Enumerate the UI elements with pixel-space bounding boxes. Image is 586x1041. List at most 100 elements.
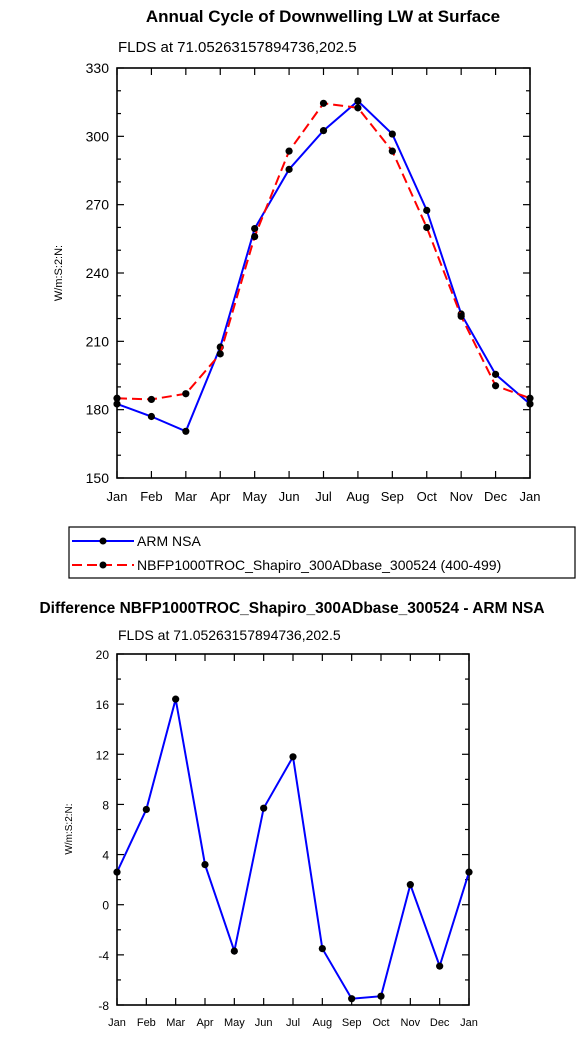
chart2-xtick-label: Mar bbox=[166, 1017, 185, 1029]
chart2-title: Difference NBFP1000TROC_Shapiro_300ADbas… bbox=[39, 600, 544, 617]
legend-label-arm: ARM NSA bbox=[137, 533, 201, 549]
chart2-xtick-label: Jan bbox=[108, 1017, 126, 1029]
chart2-frame bbox=[116, 653, 470, 1006]
chart1-xtick-label: Jan bbox=[107, 489, 128, 504]
chart2-subtitle: FLDS at 71.05263157894736,202.5 bbox=[118, 627, 341, 643]
legend-label-model: NBFP1000TROC_Shapiro_300ADbase_300524 (4… bbox=[137, 557, 501, 573]
chart1-series-0-point bbox=[526, 400, 534, 408]
chart1-series-1-point bbox=[457, 312, 465, 320]
chart2-series-layer bbox=[113, 695, 473, 1003]
chart1-xtick-label: Sep bbox=[381, 489, 404, 504]
legend-box bbox=[68, 526, 576, 579]
chart1-series-0-point bbox=[423, 206, 431, 214]
chart1-ylabel: W/m:S:2:N: bbox=[53, 245, 65, 301]
chart2-ylabel: W/m:S:2:N: bbox=[64, 803, 75, 854]
chart1-axes: 150 180 210 240 270 300 330 Jan Feb Mar Apr May Jun J… bbox=[86, 60, 541, 504]
chart1-ytick-label: 210 bbox=[86, 333, 110, 349]
chart2-xtick-label: Jan bbox=[460, 1017, 478, 1029]
chart1-series-1-point bbox=[491, 382, 500, 390]
chart1-ytick-label: 330 bbox=[86, 60, 110, 76]
chart1-ytick-label: 150 bbox=[86, 470, 110, 486]
chart1-ytick-label: 240 bbox=[86, 265, 110, 281]
chart2-ytick-label: 8 bbox=[102, 798, 109, 812]
chart1-series-line-1 bbox=[116, 102, 531, 401]
chart2-series-0-point bbox=[260, 804, 268, 812]
chart1-xtick-label: Mar bbox=[175, 489, 198, 504]
chart2-xtick-label: Sep bbox=[342, 1017, 362, 1029]
chart1-series-0-point bbox=[147, 412, 156, 421]
chart1-series-line-0 bbox=[116, 99, 531, 433]
chart1-series-0-point bbox=[319, 127, 328, 135]
chart1-xtick-label: May bbox=[242, 489, 267, 504]
chart2-ytick-label: -8 bbox=[98, 999, 109, 1013]
chart1-xtick-label: Apr bbox=[210, 489, 231, 504]
chart1-series-1-point bbox=[216, 350, 224, 358]
chart1-title: Annual Cycle of Downwelling LW at Surfac… bbox=[146, 7, 500, 26]
chart2-xtick-label: Jun bbox=[255, 1017, 273, 1029]
chart1-series-0-point bbox=[251, 224, 259, 233]
chart2-xtick-label: Oct bbox=[372, 1017, 389, 1029]
chart2-series-0-point bbox=[377, 992, 385, 1000]
chart1-ytick-label: 270 bbox=[86, 197, 110, 213]
chart1-xtick-label: Jul bbox=[315, 489, 332, 504]
chart2-axes: -8 -4 0 4 8 12 16 20 Jan Feb Mar Apr May Jun Jul Aug Sep… bbox=[96, 648, 478, 1029]
chart2-xtick-label: Nov bbox=[401, 1017, 421, 1029]
difference-chart: Difference NBFP1000TROC_Shapiro_300ADbas… bbox=[39, 600, 544, 1029]
chart2-ytick-label: -4 bbox=[98, 949, 109, 963]
chart1-series-0-point bbox=[182, 427, 190, 435]
chart2-xtick-label: Apr bbox=[196, 1017, 213, 1029]
chart1-xtick-label: Jan bbox=[520, 489, 541, 504]
annual-cycle-chart: Annual Cycle of Downwelling LW at Surfac… bbox=[53, 7, 540, 504]
chart1-series-1-point bbox=[388, 147, 396, 155]
legend-marker-arm bbox=[99, 537, 107, 545]
chart2-xtick-label: Feb bbox=[137, 1017, 156, 1029]
chart1-xtick-label: Jun bbox=[279, 489, 300, 504]
chart2-series-0-point bbox=[201, 861, 209, 869]
chart2-series-0-point bbox=[318, 944, 326, 953]
chart1-subtitle: FLDS at 71.05263157894736,202.5 bbox=[118, 39, 357, 56]
chart1-series-1-point bbox=[526, 394, 534, 402]
chart2-series-0-point bbox=[230, 947, 238, 955]
chart1-series-layer bbox=[113, 97, 534, 435]
chart2-xtick-label: Jul bbox=[286, 1017, 300, 1029]
chart2-series-0-point bbox=[348, 995, 356, 1003]
chart1-series-1-point bbox=[423, 223, 431, 232]
chart1-series-0-point bbox=[285, 165, 293, 173]
chart1-series-1-point bbox=[285, 147, 293, 155]
chart1-xtick-label: Nov bbox=[450, 489, 474, 504]
chart2-series-line-0 bbox=[116, 698, 470, 1000]
chart1-series-1-point bbox=[182, 390, 190, 398]
chart1-series-0-point bbox=[354, 97, 362, 105]
chart2-series-0-point bbox=[142, 805, 150, 814]
chart1-ytick-label: 300 bbox=[86, 128, 110, 144]
chart2-series-0-point bbox=[172, 695, 180, 703]
chart2-xtick-label: Aug bbox=[313, 1017, 333, 1029]
chart2-series-0-point bbox=[465, 868, 473, 876]
chart1-series-1-point bbox=[354, 104, 362, 112]
chart2-ytick-label: 16 bbox=[96, 698, 110, 712]
chart1-xtick-label: Aug bbox=[346, 489, 369, 504]
chart1-series-1-point bbox=[147, 395, 156, 404]
chart2-xtick-label: May bbox=[224, 1017, 245, 1029]
chart2-ytick-label: 0 bbox=[102, 899, 109, 913]
chart1-ytick-label: 180 bbox=[86, 402, 110, 418]
chart1-series-0-point bbox=[491, 370, 500, 378]
chart2-series-0-point bbox=[113, 868, 121, 876]
chart1-xtick-label: Oct bbox=[417, 489, 438, 504]
chart2-ytick-label: 12 bbox=[96, 748, 110, 762]
chart2-series-0-point bbox=[289, 753, 297, 761]
chart1-series-1-point bbox=[319, 99, 328, 107]
chart1-series-0-point bbox=[113, 400, 121, 408]
chart2-series-0-point bbox=[406, 881, 414, 889]
chart2-xtick-label: Dec bbox=[430, 1017, 450, 1029]
chart1-xtick-label: Feb bbox=[140, 489, 162, 504]
chart2-ytick-label: 4 bbox=[102, 849, 109, 863]
chart2-ytick-label: 20 bbox=[96, 648, 110, 662]
chart2-series-0-point bbox=[436, 962, 444, 970]
chart1-series-1-point bbox=[251, 232, 259, 241]
chart1-series-0-point bbox=[388, 130, 396, 138]
chart1-series-1-point bbox=[113, 394, 121, 402]
legend-marker-model bbox=[99, 561, 107, 569]
chart1-legend: ARM NSA NBFP1000TROC_Shapiro_300ADbase_3… bbox=[68, 526, 576, 579]
